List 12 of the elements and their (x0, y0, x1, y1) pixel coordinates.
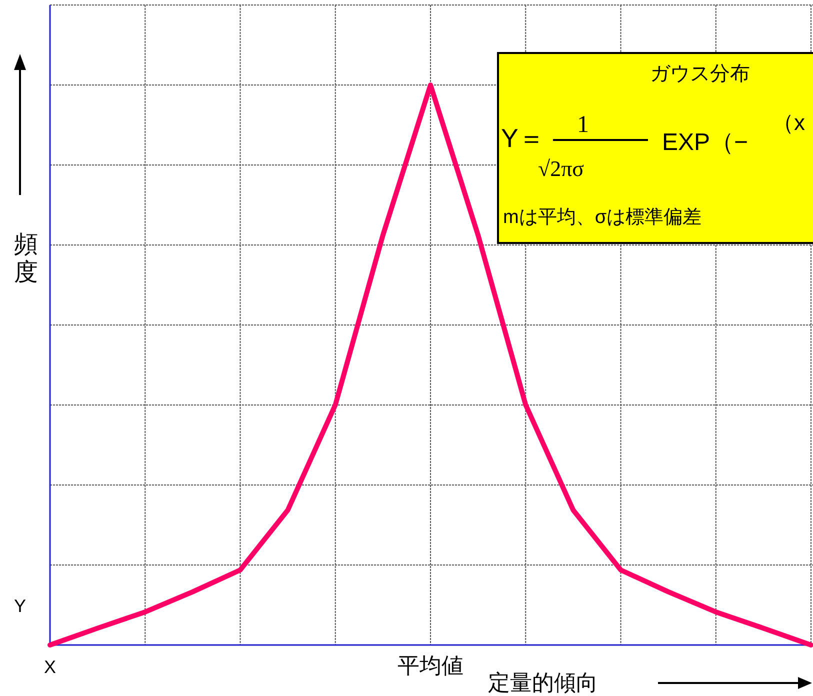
x-tick-label: 平均値 (398, 653, 464, 678)
annotation: 1 (577, 112, 589, 138)
annotation: ガウス分布 (650, 63, 750, 85)
annotation: mは平均、σは標準偏差 (503, 207, 702, 228)
annotation: √2πσ (538, 156, 584, 181)
x-tick-label: X (44, 657, 56, 677)
y-axis-title: 頻度 (14, 231, 38, 286)
annotation: Y＝ (501, 123, 544, 153)
annotation: （x (772, 110, 805, 135)
x-axis-title: 定量的傾向 (488, 670, 598, 695)
annotation: EXP（− (662, 129, 748, 156)
text: Y (14, 596, 26, 616)
